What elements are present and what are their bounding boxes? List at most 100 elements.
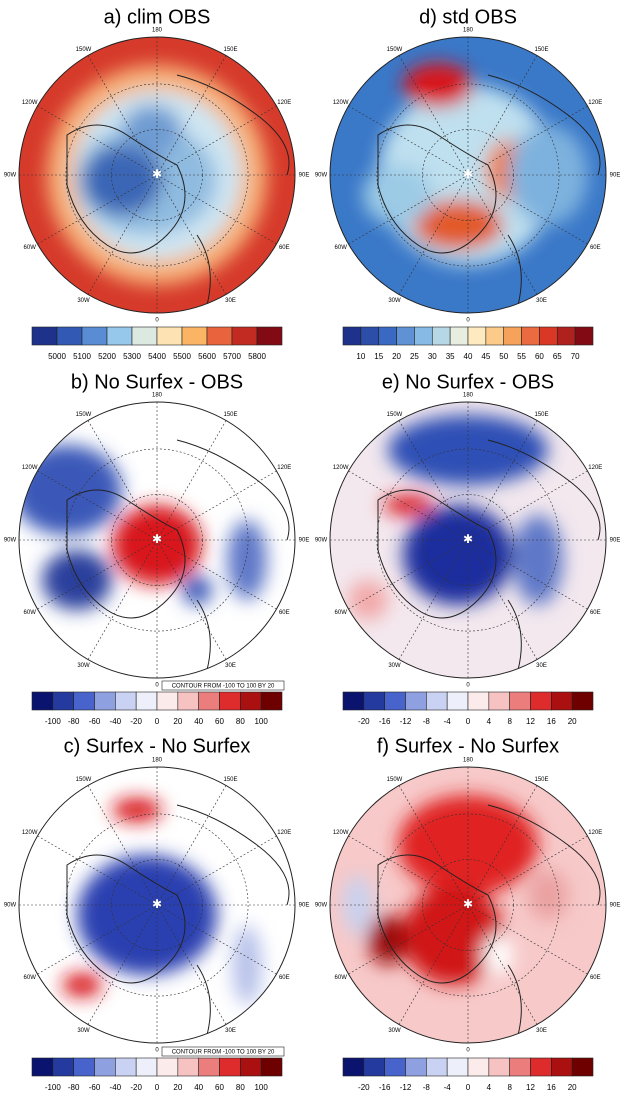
field-blob <box>77 855 217 975</box>
longitude-label: 90E <box>299 903 310 909</box>
longitude-label: 60W <box>24 245 37 251</box>
colorbar-box <box>31 326 58 346</box>
colorbar-label: 15 <box>374 352 383 361</box>
colorbar-label: -80 <box>68 717 80 726</box>
colorbar-box <box>571 691 594 711</box>
colorbar-label: 80 <box>236 1083 245 1092</box>
longitude-label: 60E <box>590 975 601 981</box>
longitude-label: 150E <box>223 777 237 783</box>
colorbar-box <box>360 326 380 346</box>
colorbar-label: 5700 <box>223 352 241 361</box>
colorbar-label: 10 <box>356 352 365 361</box>
longitude-label: 0 <box>466 683 470 689</box>
colorbar-box <box>384 1057 406 1077</box>
colorbar-box <box>94 1057 116 1077</box>
colorbar-box <box>342 326 362 346</box>
colorbar-label: 0 <box>466 717 471 726</box>
longitude-label: 90W <box>315 538 328 544</box>
meridian <box>467 904 538 1025</box>
colorbar-label: -100 <box>45 717 62 726</box>
longitude-label: 90W <box>4 903 17 909</box>
longitude-label: 90E <box>299 173 310 179</box>
colorbar-label: 0 <box>155 717 160 726</box>
colorbar-label: 80 <box>236 717 245 726</box>
field-blob <box>403 63 473 107</box>
colorbar-box <box>31 1057 54 1077</box>
colorbar-box <box>509 1057 531 1077</box>
meridian <box>398 539 469 660</box>
colorbar-label: 20 <box>568 717 577 726</box>
colorbar-box <box>206 326 233 346</box>
panel-title: d) std OBS <box>419 6 517 28</box>
meridian <box>87 420 158 541</box>
field-blob <box>413 200 503 250</box>
latitude-circle <box>65 83 249 267</box>
pole-marker: ✱ <box>463 532 473 546</box>
colorbar-box <box>56 326 83 346</box>
longitude-label: 180 <box>152 393 163 399</box>
colorbar-label: -60 <box>89 1083 101 1092</box>
longitude-label: 120E <box>277 100 291 106</box>
longitude-label: 60W <box>335 610 348 616</box>
colorbar-label: 5400 <box>148 352 166 361</box>
longitude-label: 120E <box>588 465 602 471</box>
panel-title: a) clim OBS <box>104 6 211 28</box>
meridian <box>156 539 227 660</box>
field-blob <box>42 550 112 610</box>
colorbar-label: 5800 <box>248 352 266 361</box>
colorbar-box <box>181 326 208 346</box>
meridian <box>348 539 469 610</box>
colorbar-box <box>135 691 158 711</box>
coastline <box>66 439 290 671</box>
meridian <box>37 174 158 245</box>
colorbar-box <box>73 1057 95 1077</box>
colorbar-box <box>449 326 469 346</box>
colorbar-box <box>405 1057 427 1077</box>
longitude-label: 150W <box>387 47 403 53</box>
longitude-label: 90W <box>4 173 17 179</box>
longitude-label: 60W <box>335 975 348 981</box>
meridian <box>87 904 158 1025</box>
pole-marker: ✱ <box>463 897 473 911</box>
colorbar-box <box>571 1057 594 1077</box>
colorbar-label: 55 <box>517 352 526 361</box>
longitude-label: 150W <box>387 777 403 783</box>
colorbar-box <box>446 1057 469 1077</box>
meridian <box>87 785 158 906</box>
field <box>363 63 588 265</box>
pole-marker: ✱ <box>463 167 473 181</box>
field-blob <box>383 495 433 515</box>
meridian <box>467 105 588 176</box>
meridian <box>37 835 158 906</box>
colorbar-label: -40 <box>110 717 122 726</box>
longitude-label: 120W <box>333 830 349 836</box>
map <box>330 402 606 678</box>
meridian <box>156 174 277 245</box>
longitude-label: 90E <box>299 538 310 544</box>
longitude-label: 150E <box>534 47 548 53</box>
meridian <box>87 55 158 176</box>
colorbar-box <box>177 691 199 711</box>
colorbar-box <box>574 326 594 346</box>
meridian <box>467 904 588 975</box>
colorbar-label: -12 <box>400 1083 412 1092</box>
colorbar-label: 12 <box>526 1083 535 1092</box>
colorbar-label: -16 <box>379 1083 391 1092</box>
field-blob <box>403 885 503 985</box>
meridian <box>467 539 538 660</box>
longitude-label: 0 <box>155 1048 159 1054</box>
colorbar-box <box>539 326 558 346</box>
coastline <box>377 439 601 671</box>
coastline <box>377 804 601 1036</box>
longitude-label: 180 <box>152 758 163 764</box>
meridian <box>467 55 538 176</box>
contour-note: CONTOUR FROM -100 TO 100 BY 20 <box>172 684 275 690</box>
colorbar-box <box>219 1057 241 1077</box>
meridian <box>156 420 227 541</box>
colorbar-box <box>426 691 448 711</box>
colorbar-label: 5000 <box>48 352 66 361</box>
colorbar-box <box>530 1057 552 1077</box>
field-blob <box>82 145 162 215</box>
